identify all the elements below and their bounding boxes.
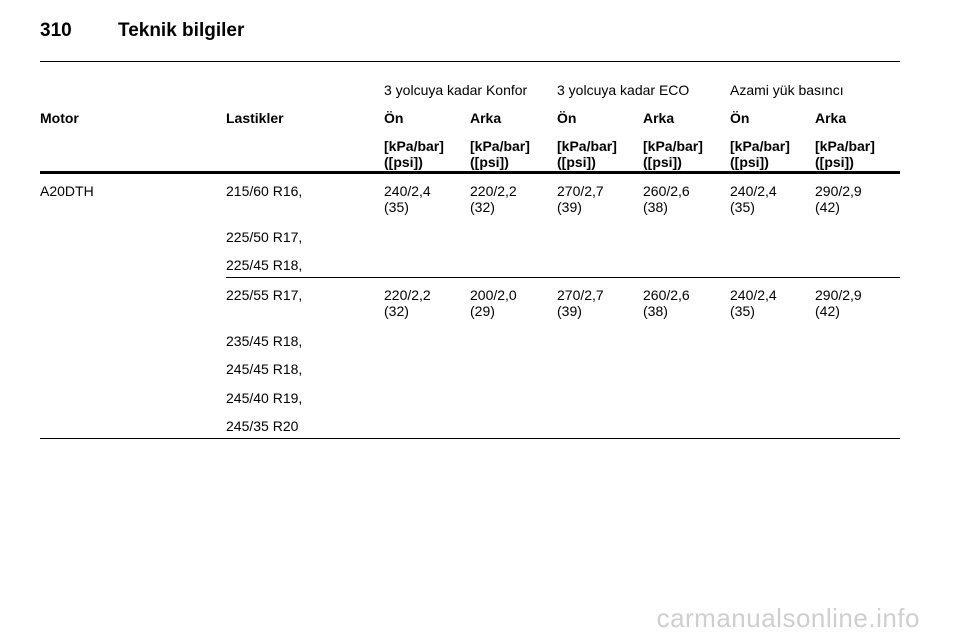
subheader-front: Ön — [730, 110, 750, 126]
tire-size: 225/55 R17, — [226, 287, 303, 303]
pressure-cell: 260/2,6 (38) — [643, 287, 690, 319]
group-header-komfor: 3 yolcuya kadar Konfor — [384, 82, 528, 98]
unit-header: [kPa/bar] ([psi]) — [643, 138, 703, 170]
unit-header: [kPa/bar] ([psi]) — [384, 138, 444, 170]
pressure-cell: 260/2,6 (38) — [643, 183, 690, 215]
group-header-eco: 3 yolcuya kadar ECO — [557, 82, 690, 98]
subheader-front: Ön — [384, 110, 404, 126]
section-title: Teknik bilgiler — [118, 20, 245, 41]
tire-size: 245/35 R20 — [226, 418, 299, 434]
pressure-cell: 270/2,7 (39) — [557, 287, 604, 319]
subheader-rear: Arka — [643, 110, 675, 126]
watermark: carmanualsonline.info — [656, 603, 920, 633]
pressure-cell: 290/2,9 (42) — [815, 183, 862, 215]
unit-header: [kPa/bar] ([psi]) — [470, 138, 530, 170]
table-bottom-rule — [40, 438, 900, 439]
col-header-motor: Motor — [40, 110, 79, 126]
unit-header: [kPa/bar] ([psi]) — [557, 138, 617, 170]
unit-header: [kPa/bar] ([psi]) — [815, 138, 875, 170]
subheader-front: Ön — [557, 110, 577, 126]
page-number: 310 — [40, 20, 72, 41]
tire-size: 225/50 R17, — [226, 229, 303, 245]
tire-size: 245/45 R18, — [226, 361, 303, 377]
unit-header: [kPa/bar] ([psi]) — [730, 138, 790, 170]
pressure-cell: 240/2,4 (35) — [730, 183, 777, 215]
tire-size: 215/60 R16, — [226, 183, 303, 199]
pressure-cell: 270/2,7 (39) — [557, 183, 604, 215]
group-header-max-load: Azami yük basıncı — [730, 82, 844, 98]
tire-size: 235/45 R18, — [226, 333, 303, 349]
pressure-cell: 220/2,2 (32) — [470, 183, 517, 215]
pressure-cell: 240/2,4 (35) — [730, 287, 777, 319]
header-rule — [40, 61, 900, 62]
table-header-rule — [40, 171, 900, 174]
pressure-cell: 220/2,2 (32) — [384, 287, 431, 319]
subheader-rear: Arka — [470, 110, 502, 126]
subheader-rear: Arka — [815, 110, 847, 126]
group-divider — [226, 277, 900, 278]
pressure-cell: 240/2,4 (35) — [384, 183, 431, 215]
tire-size: 245/40 R19, — [226, 390, 303, 406]
tire-size: 225/45 R18, — [226, 257, 303, 273]
pressure-cell: 200/2,0 (29) — [470, 287, 517, 319]
engine-cell: A20DTH — [40, 183, 94, 199]
pressure-cell: 290/2,9 (42) — [815, 287, 862, 319]
col-header-tires: Lastikler — [226, 110, 284, 126]
